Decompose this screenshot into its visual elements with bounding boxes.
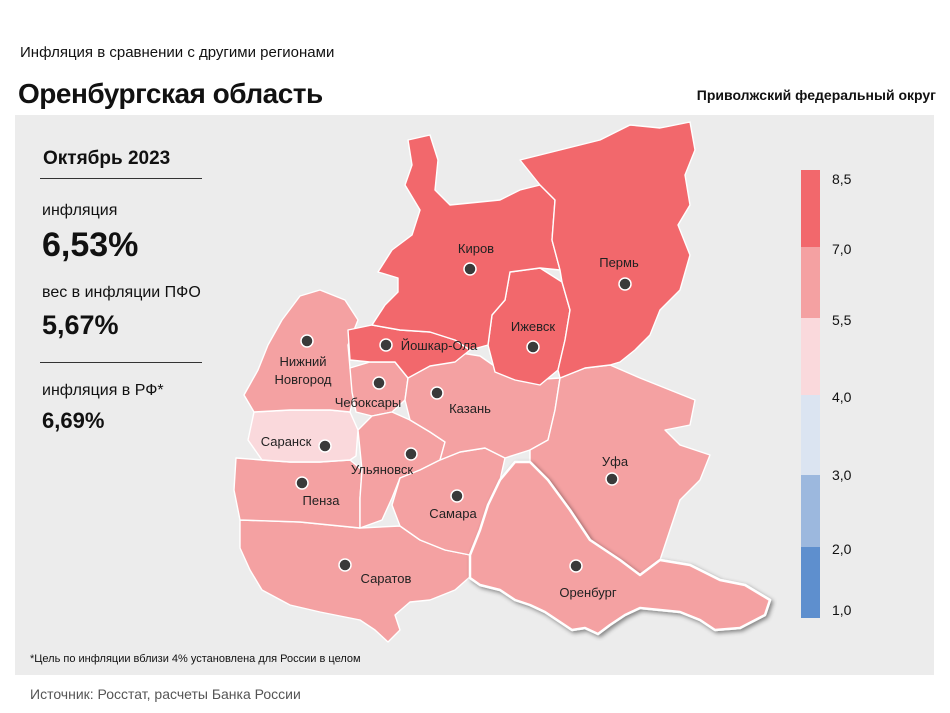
legend-swatch-4 (801, 395, 820, 475)
page-subtitle: Инфляция в сравнении с другими регионами (20, 44, 335, 61)
footnote: *Цель по инфляции вблизи 4% установлена … (30, 653, 361, 665)
inflation-value: 6,53% (42, 226, 139, 264)
city-marker-kazan (430, 386, 444, 400)
region-nizhny (243, 289, 359, 413)
city-marker-saransk (318, 439, 332, 453)
city-label-nizhny-2: Новгород (275, 372, 332, 387)
city-label-orenburg: Оренбург (559, 585, 616, 600)
city-label-ufa: Уфа (602, 454, 629, 469)
region-orenburg (468, 460, 772, 636)
legend-tick-7: 1,0 (832, 602, 852, 618)
legend-tick-2: 7,0 (832, 241, 852, 257)
page-title: Оренбургская область (18, 78, 323, 109)
city-marker-saratov (338, 558, 352, 572)
city-marker-cheboksary (372, 376, 386, 390)
legend-swatch-5 (801, 475, 820, 547)
city-label-izhevsk: Ижевск (511, 319, 556, 334)
legend-swatch-2 (801, 247, 820, 318)
city-marker-izhevsk (526, 340, 540, 354)
city-marker-nizhny (300, 334, 314, 348)
city-marker-perm (618, 277, 632, 291)
city-marker-yoshkar-ola (379, 338, 393, 352)
city-marker-samara (450, 489, 464, 503)
city-label-saransk: Саранск (261, 434, 312, 449)
city-label-kirov: Киров (458, 241, 494, 256)
region-penza (233, 457, 363, 529)
city-label-yoshkar-ola: Йошкар-Ола (401, 338, 478, 353)
weight-value: 5,67% (42, 310, 119, 340)
rf-inflation-value: 6,69% (42, 408, 105, 433)
city-marker-ulyanovsk (404, 447, 418, 461)
color-legend: 8,5 7,0 5,5 4,0 3,0 2,0 1,0 (801, 170, 852, 618)
region-ufa (529, 364, 711, 576)
city-marker-kirov (463, 262, 477, 276)
legend-tick-1: 8,5 (832, 171, 852, 187)
city-label-ulyanovsk: Ульяновск (351, 462, 413, 477)
divider-top (40, 178, 202, 179)
legend-swatch-6 (801, 547, 820, 618)
legend-tick-6: 2,0 (832, 541, 852, 557)
city-marker-penza (295, 476, 309, 490)
city-label-perm: Пермь (599, 255, 639, 270)
period-label: Октябрь 2023 (43, 148, 171, 169)
city-label-samara: Самара (429, 506, 477, 521)
city-label-kazan: Казань (449, 401, 491, 416)
city-marker-orenburg (569, 559, 583, 573)
legend-swatch-1 (801, 170, 820, 247)
divider-bottom (40, 362, 202, 363)
city-marker-ufa (605, 472, 619, 486)
city-label-nizhny-1: Нижний (279, 354, 326, 369)
region-kirov (371, 134, 561, 351)
legend-swatch-3 (801, 318, 820, 395)
inflation-label: инфляция (42, 202, 118, 219)
legend-tick-3: 5,5 (832, 312, 852, 328)
rf-inflation-label: инфляция в РФ* (42, 382, 164, 399)
weight-label: вес в инфляции ПФО (42, 284, 201, 301)
region-perm (519, 121, 696, 379)
source-note: Источник: Росстат, расчеты Банка России (30, 686, 301, 702)
city-label-penza: Пенза (303, 493, 341, 508)
legend-tick-4: 4,0 (832, 389, 852, 405)
legend-tick-5: 3,0 (832, 467, 852, 483)
city-label-cheboksary: Чебоксары (335, 395, 402, 410)
city-label-saratov: Саратов (361, 571, 412, 586)
district-label: Приволжский федеральный округ (696, 87, 936, 103)
